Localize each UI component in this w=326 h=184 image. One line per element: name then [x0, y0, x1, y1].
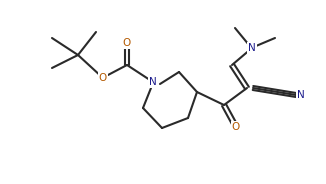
Text: N: N	[149, 77, 157, 87]
Text: N: N	[297, 90, 305, 100]
Text: O: O	[123, 38, 131, 48]
Text: O: O	[232, 122, 240, 132]
Text: O: O	[99, 73, 107, 83]
Text: N: N	[248, 43, 256, 53]
